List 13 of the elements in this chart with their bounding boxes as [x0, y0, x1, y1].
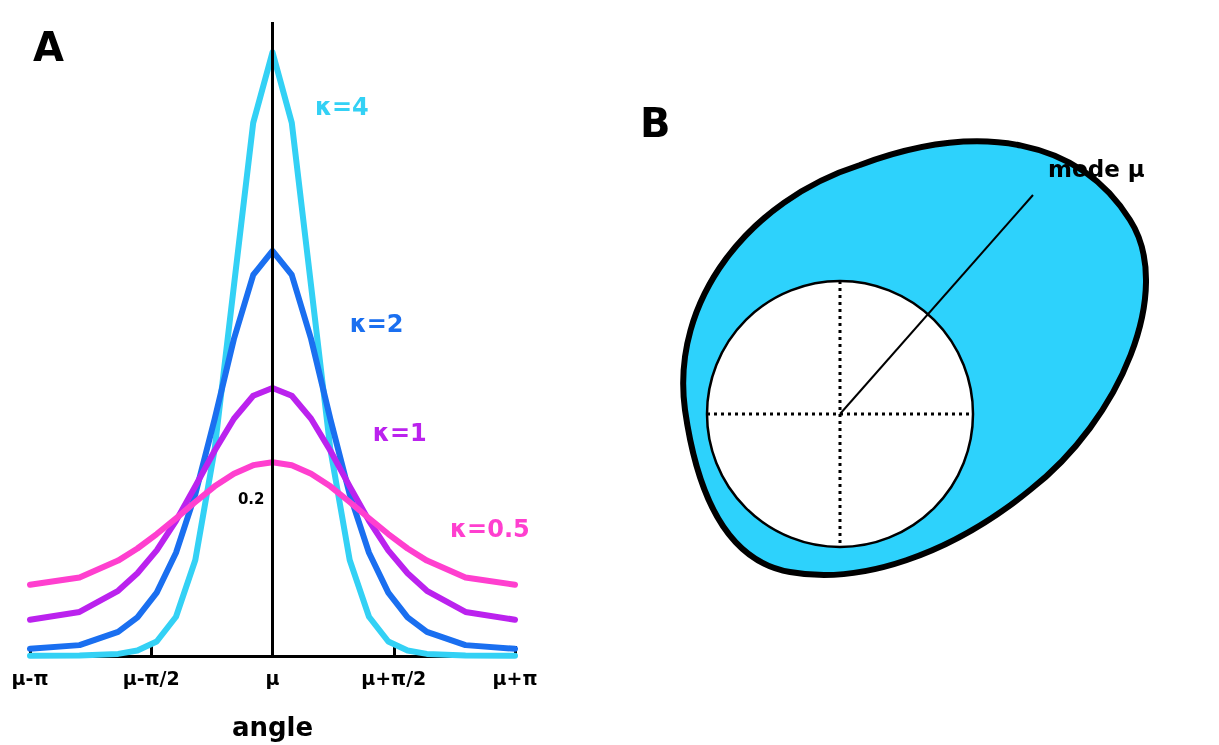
series-label: κ=2	[349, 309, 404, 338]
text: B	[640, 100, 671, 146]
series-label: κ=1	[372, 418, 427, 447]
x-tick-label: μ	[265, 666, 280, 689]
x-tick-label: μ-π	[11, 666, 49, 689]
chart-title: A	[33, 24, 64, 70]
series-label: κ=0.5	[450, 515, 530, 544]
x-axis-title: angle	[231, 712, 314, 742]
series-label: κ=4	[314, 92, 369, 121]
x-tick-label: μ+π	[492, 666, 538, 689]
x-tick-label: μ+π/2	[361, 666, 427, 689]
x-tick-label: μ-π/2	[122, 666, 180, 689]
annotation: 0.2	[237, 490, 265, 509]
